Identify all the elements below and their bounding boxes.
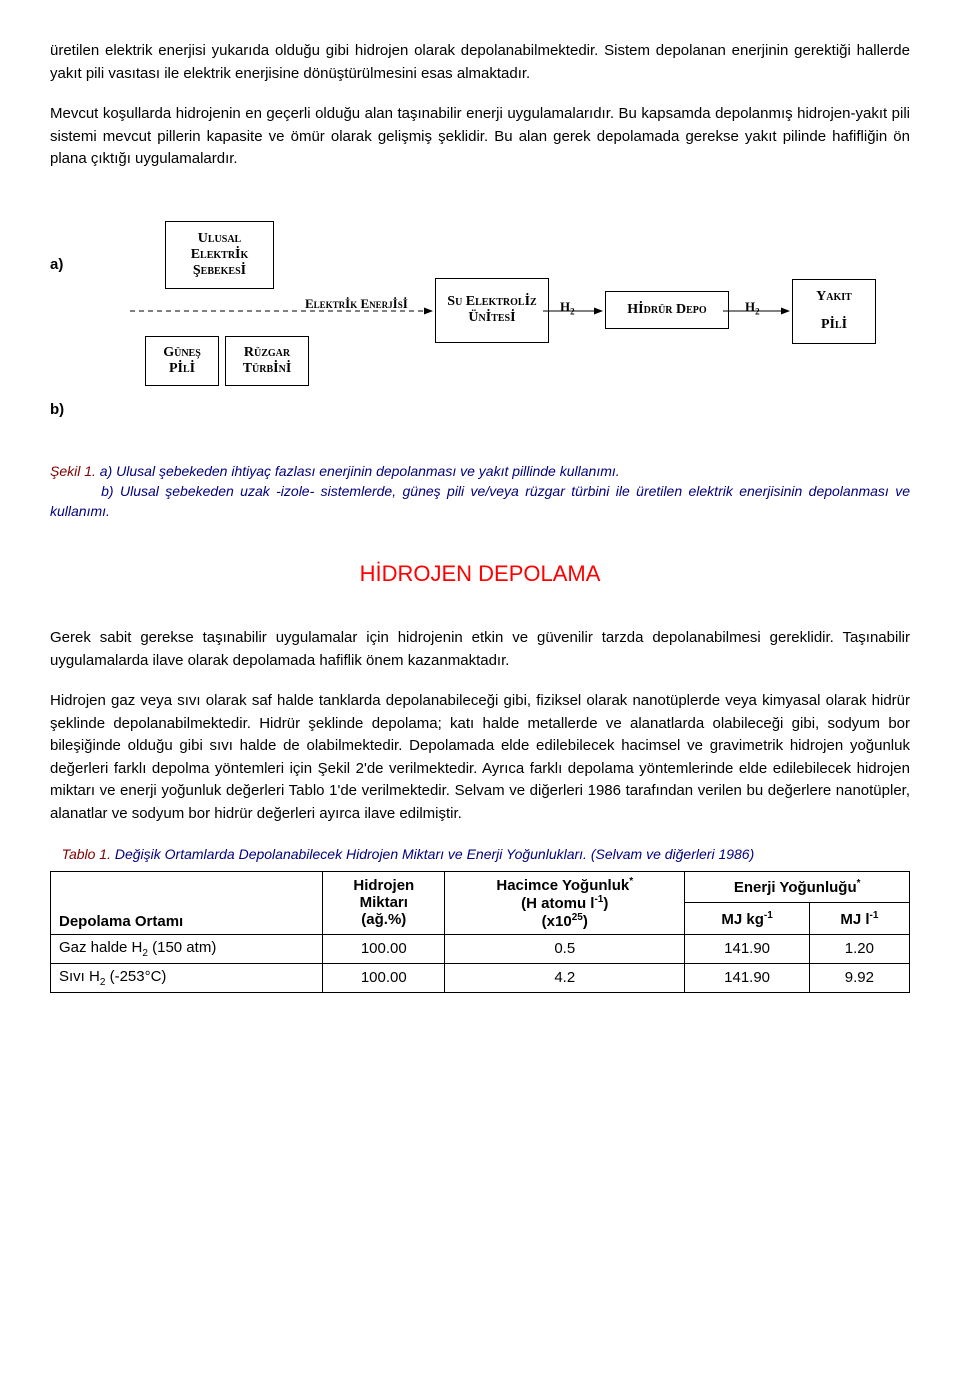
cell-ortam: Gaz halde H2 (150 atm) bbox=[51, 934, 323, 963]
cell-miktar: 100.00 bbox=[323, 963, 445, 992]
edge-elektrik-label: Elektrİk Enerjİsİ bbox=[305, 296, 408, 312]
paragraph-3: Gerek sabit gerekse taşınabilir uygulama… bbox=[50, 627, 910, 672]
node-su-text: Su Elektrolİz Ünİtesİ bbox=[442, 294, 542, 326]
node-ulusal: Ulusal Elektrİk Şebekesİ bbox=[165, 221, 274, 289]
paragraph-2: Mevcut koşullarda hidrojenin en geçerli … bbox=[50, 103, 910, 171]
cell-mjkg: 141.90 bbox=[685, 963, 809, 992]
cell-ortam: Sıvı H2 (-253°C) bbox=[51, 963, 323, 992]
figure-caption-b: b) Ulusal şebekeden uzak -izole- sisteml… bbox=[50, 483, 910, 519]
col-miktar: Hidrojen Miktarı (ağ.%) bbox=[323, 871, 445, 934]
node-yakit-text: Yakit bbox=[816, 289, 852, 305]
table-row: Sıvı H2 (-253°C) 100.00 4.2 141.90 9.92 bbox=[51, 963, 910, 992]
figure-caption-header: Şekil 1. bbox=[50, 463, 96, 479]
node-gunes: Güneş Pİlİ bbox=[145, 336, 219, 386]
node-ulusal-text: Ulusal Elektrİk Şebekesİ bbox=[172, 231, 267, 279]
section-title: HİDROJEN DEPOLAMA bbox=[50, 561, 910, 587]
diagram-label-a: a) bbox=[50, 256, 63, 273]
figure-caption-a: a) Ulusal şebekeden ihtiyaç fazlası ener… bbox=[96, 463, 620, 479]
table-row: Gaz halde H2 (150 atm) 100.00 0.5 141.90… bbox=[51, 934, 910, 963]
col-mjkg: MJ kg-1 bbox=[685, 903, 809, 935]
flow-diagram: a) Ulusal Elektrİk Şebekesİ Güneş Pİlİ R… bbox=[50, 221, 910, 431]
paragraph-1: üretilen elektrik enerjisi yukarıda oldu… bbox=[50, 40, 910, 85]
cell-mjl: 9.92 bbox=[809, 963, 909, 992]
data-table: Depolama Ortamı Hidrojen Miktarı (ağ.%) … bbox=[50, 871, 910, 993]
node-ruzgar-text: Rüzgar Türbİnİ bbox=[232, 345, 302, 377]
table-caption: Tablo 1. Değişik Ortamlarda Depolanabile… bbox=[50, 845, 910, 865]
node-gunes-text: Güneş Pİlİ bbox=[152, 345, 212, 377]
figure-caption: Şekil 1. a) Ulusal şebekeden ihtiyaç faz… bbox=[50, 461, 910, 522]
col-hacim: Hacimce Yoğunluk* (H atomu l-1) (x1025) bbox=[445, 871, 685, 934]
cell-hacim: 0.5 bbox=[445, 934, 685, 963]
col-mjl: MJ l-1 bbox=[809, 903, 909, 935]
node-hidrur: Hİdrür Depo bbox=[605, 291, 729, 329]
cell-miktar: 100.00 bbox=[323, 934, 445, 963]
paragraph-4: Hidrojen gaz veya sıvı olarak saf halde … bbox=[50, 690, 910, 825]
node-hidrur-text: Hİdrür Depo bbox=[627, 302, 706, 318]
diagram-label-b: b) bbox=[50, 401, 64, 418]
col-enerji: Enerji Yoğunluğu* bbox=[685, 871, 910, 903]
col-ortam: Depolama Ortamı bbox=[51, 871, 323, 934]
node-ruzgar: Rüzgar Türbİnİ bbox=[225, 336, 309, 386]
edge-h2-1: H2 bbox=[560, 299, 575, 317]
node-su: Su Elektrolİz Ünİtesİ bbox=[435, 278, 549, 343]
table-header-row: Depolama Ortamı Hidrojen Miktarı (ağ.%) … bbox=[51, 871, 910, 903]
edge-h2-2: H2 bbox=[745, 299, 760, 317]
cell-hacim: 4.2 bbox=[445, 963, 685, 992]
table-caption-header: Tablo 1. bbox=[62, 846, 111, 862]
node-yakit: Yakit Pİlİ bbox=[792, 279, 876, 344]
node-pili-text: Pİlİ bbox=[821, 317, 847, 333]
cell-mjkg: 141.90 bbox=[685, 934, 809, 963]
table-caption-text: Değişik Ortamlarda Depolanabilecek Hidro… bbox=[111, 846, 754, 862]
cell-mjl: 1.20 bbox=[809, 934, 909, 963]
